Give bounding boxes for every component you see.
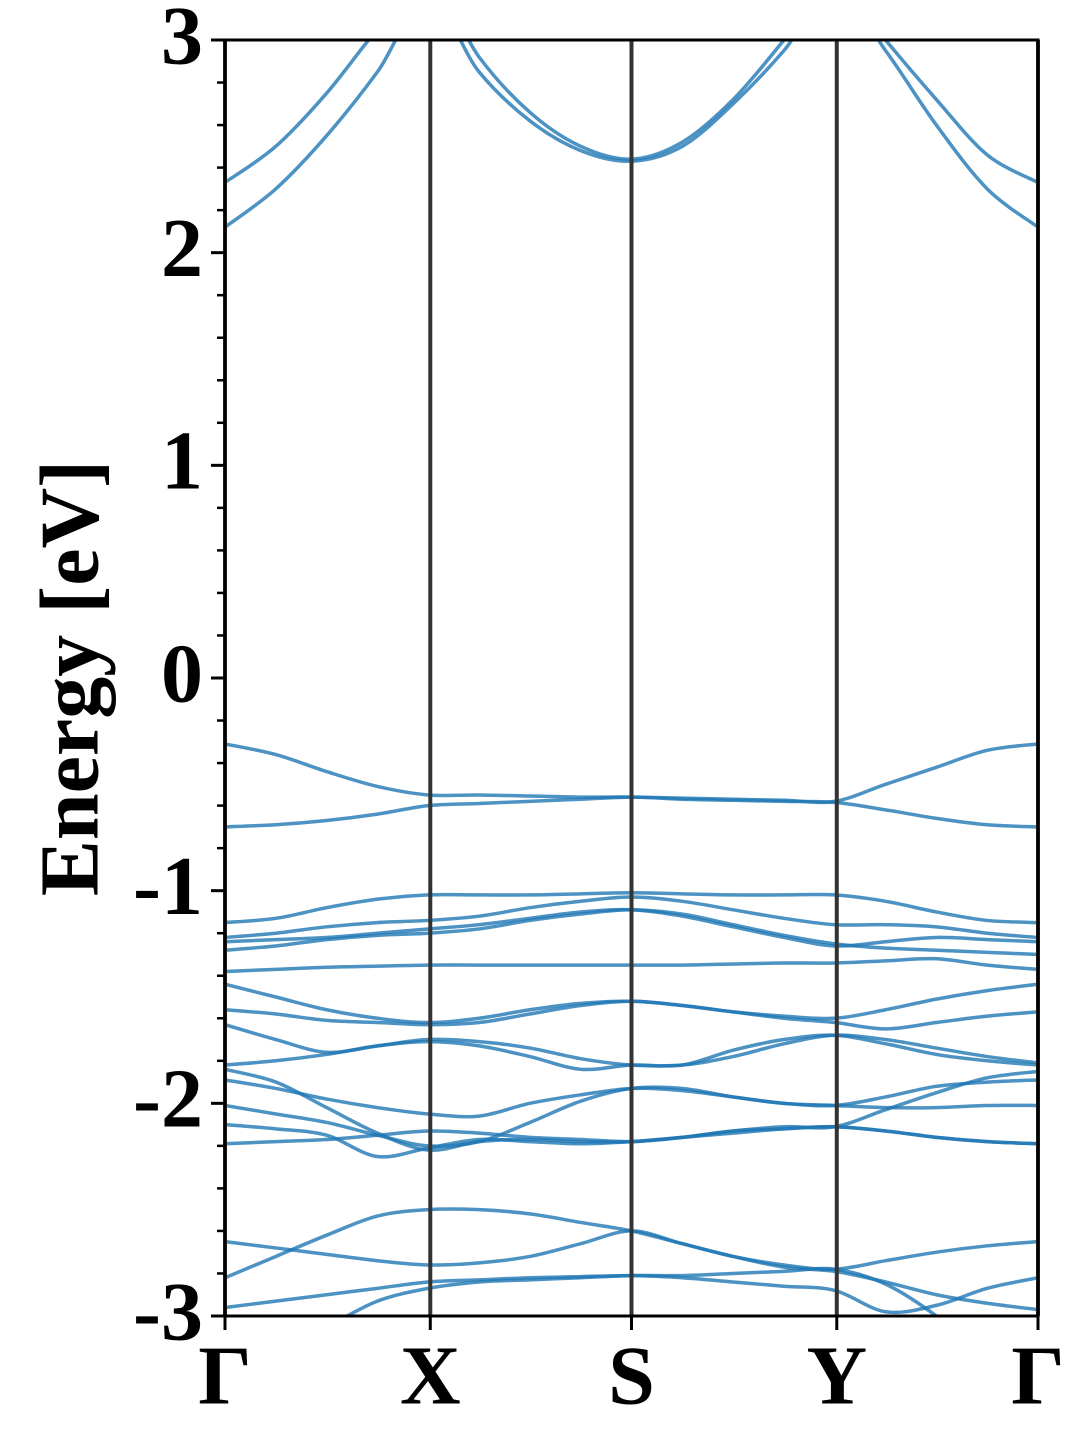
y-tick-label: 2 bbox=[161, 202, 203, 295]
x-tick-label: Γ bbox=[198, 1329, 251, 1422]
plot-frame bbox=[223, 38, 1040, 1318]
y-tick-label: -2 bbox=[133, 1053, 203, 1146]
y-tick-label: 1 bbox=[161, 415, 203, 508]
x-tick-label: Y bbox=[806, 1329, 867, 1422]
y-tick-label: 0 bbox=[161, 627, 203, 720]
y-tick-label: 3 bbox=[161, 0, 203, 82]
x-tick-label: S bbox=[608, 1329, 655, 1422]
x-tick-label: Γ bbox=[1011, 1329, 1064, 1422]
y-tick-label: -1 bbox=[133, 840, 203, 933]
x-tick-label: X bbox=[400, 1329, 461, 1422]
y-tick-label: -3 bbox=[133, 1265, 203, 1358]
y-axis-label: Energy [eV] bbox=[23, 460, 116, 896]
